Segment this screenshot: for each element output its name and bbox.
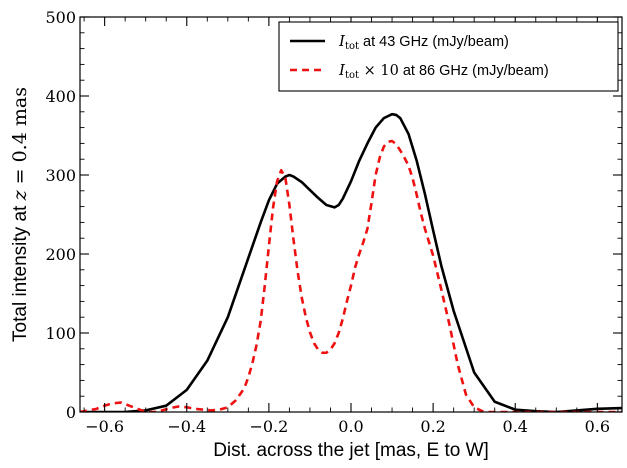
- plot-area: [80, 112, 622, 412]
- y-axis-label-prefix: Total intensity at: [10, 200, 31, 342]
- legend-label: at 86 GHz (mJy/beam): [399, 63, 549, 79]
- legend-math-sub: tot: [345, 41, 359, 52]
- x-tick-label: −0.2: [249, 417, 288, 436]
- y-axis-label-math-rest: = 0.4 mas: [9, 87, 31, 190]
- legend-entry: Itot × 10 at 86 GHz (mJy/beam): [338, 61, 549, 81]
- x-tick-label: 0.2: [420, 417, 445, 436]
- x-tick-label: 0.6: [585, 417, 610, 436]
- y-tick-label: 100: [45, 324, 76, 343]
- legend: Itot at 43 GHz (mJy/beam)Itot × 10 at 86…: [278, 21, 619, 92]
- legend-entry: Itot at 43 GHz (mJy/beam): [338, 32, 509, 52]
- legend-math-mid: × 10: [359, 63, 399, 79]
- y-axis-label-math-var: z: [9, 189, 31, 201]
- series-line-86ghz: [80, 139, 622, 412]
- legend-label: at 43 GHz (mJy/beam): [359, 34, 509, 50]
- x-tick-label: 0.0: [338, 417, 363, 436]
- y-axis-label: Total intensity at z = 0.4 mas: [9, 87, 31, 342]
- legend-math-var: I: [338, 32, 346, 50]
- legend-box: [278, 21, 619, 92]
- axes-frame: [79, 16, 623, 413]
- series-line-43ghz: [80, 112, 622, 412]
- x-tick-label: −0.6: [85, 417, 124, 436]
- legend-math-var: I: [338, 61, 346, 79]
- x-tick-label: −0.4: [167, 417, 206, 436]
- y-tick-label: 500: [45, 8, 76, 27]
- tick-labels: −0.6 −0.4 −0.2 0.0 0.2 0.4 0.6 0 100 200 300 400 500: [45, 8, 610, 436]
- x-axis-label: Dist. across the jet [mas, E to W]: [213, 440, 489, 461]
- y-tick-label: 300: [45, 166, 76, 185]
- legend-math-sub: tot: [345, 70, 359, 81]
- y-tick-label: 400: [45, 87, 76, 106]
- x-tick-label: 0.4: [503, 417, 528, 436]
- y-tick-label: 0: [66, 403, 76, 422]
- y-tick-label: 200: [45, 245, 76, 264]
